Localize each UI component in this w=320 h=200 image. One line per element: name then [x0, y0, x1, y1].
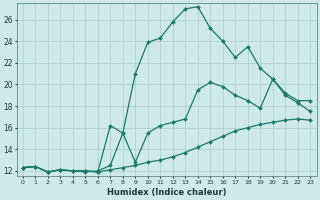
X-axis label: Humidex (Indice chaleur): Humidex (Indice chaleur): [107, 188, 226, 197]
